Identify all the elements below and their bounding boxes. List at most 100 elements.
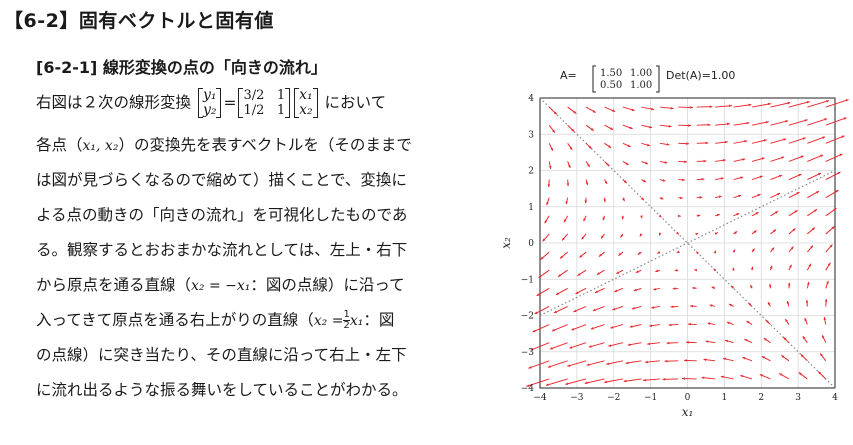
flow-arrowhead <box>640 215 643 219</box>
flow-arrowhead <box>647 342 651 346</box>
flow-arrowhead <box>684 359 687 362</box>
flow-arrowhead <box>812 227 815 231</box>
flow-arrowhead <box>829 244 833 248</box>
flow-arrowhead <box>560 255 563 259</box>
flow-arrowhead <box>695 233 699 236</box>
flow-arrowhead <box>690 106 693 109</box>
flow-arrowhead <box>586 363 590 366</box>
flow-arrow <box>604 378 624 383</box>
flow-arrowhead <box>750 284 753 288</box>
flow-arrowhead <box>612 109 616 112</box>
flow-arrow <box>606 360 624 365</box>
x1: x₁ <box>299 87 313 103</box>
flow-arrowhead <box>827 262 831 266</box>
flow-arrowhead <box>651 107 655 111</box>
flow-arrowhead <box>748 302 752 306</box>
flow-arrowhead <box>705 141 709 145</box>
flow-arrowhead <box>806 101 810 104</box>
flow-arrowhead <box>594 290 598 293</box>
flow-arrowhead <box>552 129 555 133</box>
flow-arrow <box>770 120 789 126</box>
flow-arrowhead <box>767 301 771 305</box>
flow-arrowhead <box>805 299 809 303</box>
eigen-line <box>539 169 836 317</box>
flow-arrowhead <box>746 321 750 324</box>
flow-arrowhead <box>751 248 755 252</box>
flow-arrowhead <box>767 102 771 106</box>
flow-arrowhead <box>722 159 726 162</box>
flow-arrowhead <box>666 143 670 146</box>
flow-arrowhead <box>658 232 662 236</box>
flow-arrowhead <box>688 124 691 127</box>
flow-arrowhead <box>816 191 820 194</box>
flow-arrow <box>825 117 847 126</box>
flow-arrowhead <box>709 304 713 307</box>
flow-arrowhead <box>642 179 646 183</box>
flow-arrow <box>584 378 605 384</box>
m22: 1 <box>276 103 286 118</box>
y-tick-label: 0 <box>528 239 534 249</box>
flow-arrowhead <box>814 209 817 212</box>
flow-arrowhead <box>643 378 646 382</box>
flow-arrowhead <box>744 339 748 342</box>
flow-arrowhead <box>623 379 627 383</box>
flow-arrowhead <box>564 219 567 223</box>
flow-arrowhead <box>627 343 631 346</box>
flow-arrowhead <box>696 251 700 255</box>
flow-arrowhead <box>724 339 728 343</box>
flow-arrowhead <box>551 328 555 332</box>
flow-arrow <box>788 137 806 144</box>
flow-arrowhead <box>686 142 689 145</box>
flow-arrowhead <box>566 183 570 187</box>
flow-arrowhead <box>790 246 794 250</box>
flow-arrowhead <box>569 346 573 349</box>
flow-arrowhead <box>631 306 635 310</box>
flow-arrowhead <box>677 214 681 218</box>
flow-arrowhead <box>682 377 685 380</box>
flow-arrowhead <box>590 326 594 330</box>
flow-arrow <box>545 378 568 386</box>
flow-arrowhead <box>641 197 644 201</box>
flow-arrowhead <box>666 341 670 345</box>
para-line-6: から原点を通る直線（x₂ = −x₁：図の点線）に沿って <box>36 273 405 295</box>
flow-arrowhead <box>779 174 783 178</box>
flow-arrowhead <box>532 329 536 333</box>
flow-arrow <box>807 100 830 108</box>
flow-arrowhead <box>610 326 614 329</box>
plot-frame <box>539 97 836 389</box>
flow-arrowhead <box>645 161 648 165</box>
flow-arrowhead <box>553 310 557 313</box>
flow-arrow <box>751 121 769 126</box>
flow-arrowhead <box>789 264 792 268</box>
vector-x: x₁ x₂ <box>294 88 318 118</box>
matrix-bracket-right <box>656 65 660 93</box>
flow-arrowhead <box>720 177 724 180</box>
flow-arrowhead <box>732 267 735 271</box>
flow-arrowhead <box>783 138 787 141</box>
text-7a: 入ってきて原点を通る右上がりの直線（ <box>36 311 314 329</box>
flow-arrow <box>788 119 808 126</box>
flow-arrowhead <box>538 275 542 278</box>
flow-arrowhead <box>763 139 767 142</box>
flow-arrowhead <box>777 193 781 196</box>
flow-arrowhead <box>542 238 546 242</box>
flow-arrowhead <box>794 210 798 213</box>
m12: 1 <box>276 88 286 103</box>
point: x₁, x₂ <box>82 138 119 154</box>
line-eq-2a: x₂ = <box>313 313 344 329</box>
flow-arrowhead <box>768 283 772 287</box>
m11: 3/2 <box>243 88 265 103</box>
x-axis-label: x₁ <box>682 405 694 419</box>
para-line-1: 右図は２次の線形変換 y₁ y₂ = 3/2 1 1/2 1 x₁ x₂ におい… <box>36 88 386 118</box>
flow-arrowhead <box>548 166 552 169</box>
flow-arrowhead <box>841 135 845 139</box>
flow-arrowhead <box>558 274 561 277</box>
flow-arrowhead <box>694 268 698 272</box>
flow-arrowhead <box>565 201 569 205</box>
x-tick-label: 4 <box>832 393 838 403</box>
flow-arrowhead <box>526 384 530 387</box>
flow-arrowhead <box>800 155 804 159</box>
flow-arrowhead <box>573 110 577 114</box>
flow-arrowhead <box>655 269 659 273</box>
flow-arrowhead <box>668 323 672 327</box>
